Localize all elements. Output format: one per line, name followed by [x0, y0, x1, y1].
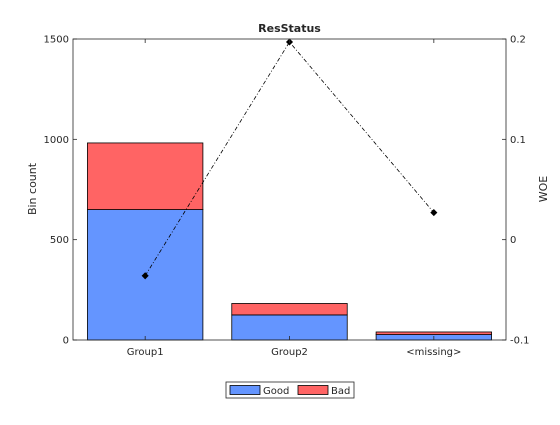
y2-tick-label: 0: [510, 235, 516, 246]
bar-good-1: [231, 314, 348, 341]
legend-swatch-bad: [297, 385, 329, 395]
y2-axis-label: WOE: [537, 176, 550, 203]
y-tick-label: 500: [50, 235, 69, 246]
legend-swatch-good: [229, 385, 261, 395]
bar-bad-0: [87, 142, 204, 210]
y2-tick-label: 0.1: [510, 135, 526, 146]
y-tick-label: 1500: [44, 35, 69, 46]
legend-label-good: Good: [263, 386, 289, 397]
woe-point-2: [430, 209, 438, 217]
woe-line: [144, 41, 435, 276]
bar-bad-2: [375, 331, 492, 335]
x-tick-label: Group1: [127, 347, 164, 358]
x-tick-label: Group2: [271, 347, 308, 358]
y-tick-label: 0: [63, 336, 69, 347]
woe-point-0: [141, 272, 149, 280]
legend: Good Bad: [225, 381, 355, 399]
ticks-layer: 0 500 1000 1500 -0.1 0 0.1 0.2 Group1 Group2 <miss…: [44, 35, 530, 359]
legend-label-bad: Bad: [331, 386, 350, 397]
y-tick-label: 1000: [44, 135, 69, 146]
y2-tick-label: 0.2: [510, 35, 526, 46]
bars-layer: [87, 142, 492, 341]
y-axis-label: Bin count: [26, 162, 39, 215]
y2-tick-label: -0.1: [510, 336, 530, 347]
x-tick-label: <missing>: [406, 347, 461, 358]
bar-bad-1: [231, 303, 348, 316]
chart-title: ResStatus: [258, 22, 321, 35]
